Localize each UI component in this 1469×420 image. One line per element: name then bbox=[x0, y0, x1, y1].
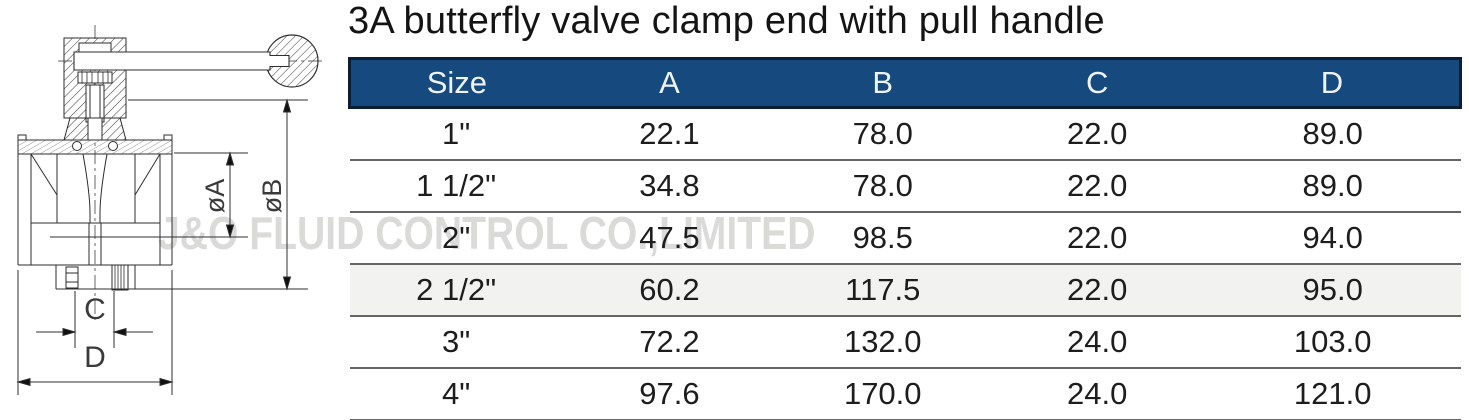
table-header-row: Size A B C D bbox=[347, 56, 1462, 109]
cell-size: 3" bbox=[349, 315, 563, 369]
cell-b: 132.0 bbox=[776, 315, 990, 369]
cell-d: 89.0 bbox=[1204, 107, 1461, 161]
cell-a: 72.2 bbox=[562, 315, 777, 369]
stem-slot bbox=[87, 117, 103, 141]
cell-b: 78.0 bbox=[776, 159, 990, 213]
table-row-2in: 2" 47.5 98.5 22.0 94.0 bbox=[349, 211, 1461, 265]
column-header-b: B bbox=[776, 56, 990, 109]
valve-body bbox=[17, 153, 173, 291]
cell-size: 1 1/2" bbox=[349, 159, 563, 213]
table-row-1-5in: 1 1/2" 34.8 78.0 22.0 89.0 bbox=[349, 159, 1461, 213]
column-header-d: D bbox=[1204, 56, 1462, 109]
content-panel: 3A butterfly valve clamp end with pull h… bbox=[347, 0, 1462, 420]
clamp-flange bbox=[17, 134, 173, 155]
table-row-4in: 4" 97.6 170.0 24.0 121.0 bbox=[349, 367, 1461, 420]
cell-a: 97.6 bbox=[562, 367, 777, 420]
dimension-label-c: C bbox=[84, 293, 106, 326]
dimension-label-phi-b: øB bbox=[257, 179, 287, 214]
cell-size: 2" bbox=[349, 211, 563, 265]
dimension-label-phi-a: øA bbox=[200, 179, 230, 214]
dimension-label-d: D bbox=[84, 341, 106, 374]
table-row-1in: 1" 22.1 78.0 22.0 89.0 bbox=[349, 107, 1461, 161]
cell-a: 22.1 bbox=[562, 107, 777, 161]
dimension-lines bbox=[16, 98, 308, 395]
cell-c: 24.0 bbox=[989, 315, 1205, 369]
cell-size: 1" bbox=[349, 107, 563, 161]
cell-d: 89.0 bbox=[1204, 159, 1461, 213]
cell-size: 4" bbox=[349, 367, 563, 420]
cell-a: 60.2 bbox=[562, 263, 777, 317]
housing-details bbox=[77, 42, 113, 135]
pull-handle-bar bbox=[73, 51, 290, 71]
column-header-a: A bbox=[562, 56, 777, 109]
cell-d: 103.0 bbox=[1204, 315, 1461, 369]
column-header-size: Size bbox=[347, 56, 563, 109]
table-row-2-5in: 2 1/2" 60.2 117.5 22.0 95.0 bbox=[349, 263, 1461, 317]
dimensions-table: Size A B C D 1" 22.1 78.0 22.0 89.0 1 1/… bbox=[347, 56, 1462, 420]
cell-c: 22.0 bbox=[989, 107, 1205, 161]
column-header-c: C bbox=[989, 56, 1205, 109]
cell-b: 170.0 bbox=[776, 367, 990, 420]
cell-d: 95.0 bbox=[1204, 263, 1461, 317]
cell-d: 94.0 bbox=[1204, 211, 1461, 265]
cell-b: 98.5 bbox=[776, 211, 990, 265]
table-row-3in: 3" 72.2 132.0 24.0 103.0 bbox=[349, 315, 1461, 369]
cell-c: 22.0 bbox=[989, 159, 1205, 213]
cell-d: 121.0 bbox=[1204, 367, 1461, 420]
cell-size: 2 1/2" bbox=[349, 263, 563, 317]
cell-b: 117.5 bbox=[776, 263, 990, 317]
cell-b: 78.0 bbox=[776, 107, 990, 161]
cell-a: 47.5 bbox=[562, 211, 777, 265]
cell-c: 22.0 bbox=[989, 263, 1205, 317]
cell-c: 22.0 bbox=[989, 211, 1205, 265]
valve-cross-section-diagram: øA øB C D bbox=[16, 25, 322, 395]
page-title: 3A butterfly valve clamp end with pull h… bbox=[348, 0, 1105, 42]
cell-a: 34.8 bbox=[562, 159, 777, 213]
cell-c: 24.0 bbox=[989, 367, 1205, 420]
